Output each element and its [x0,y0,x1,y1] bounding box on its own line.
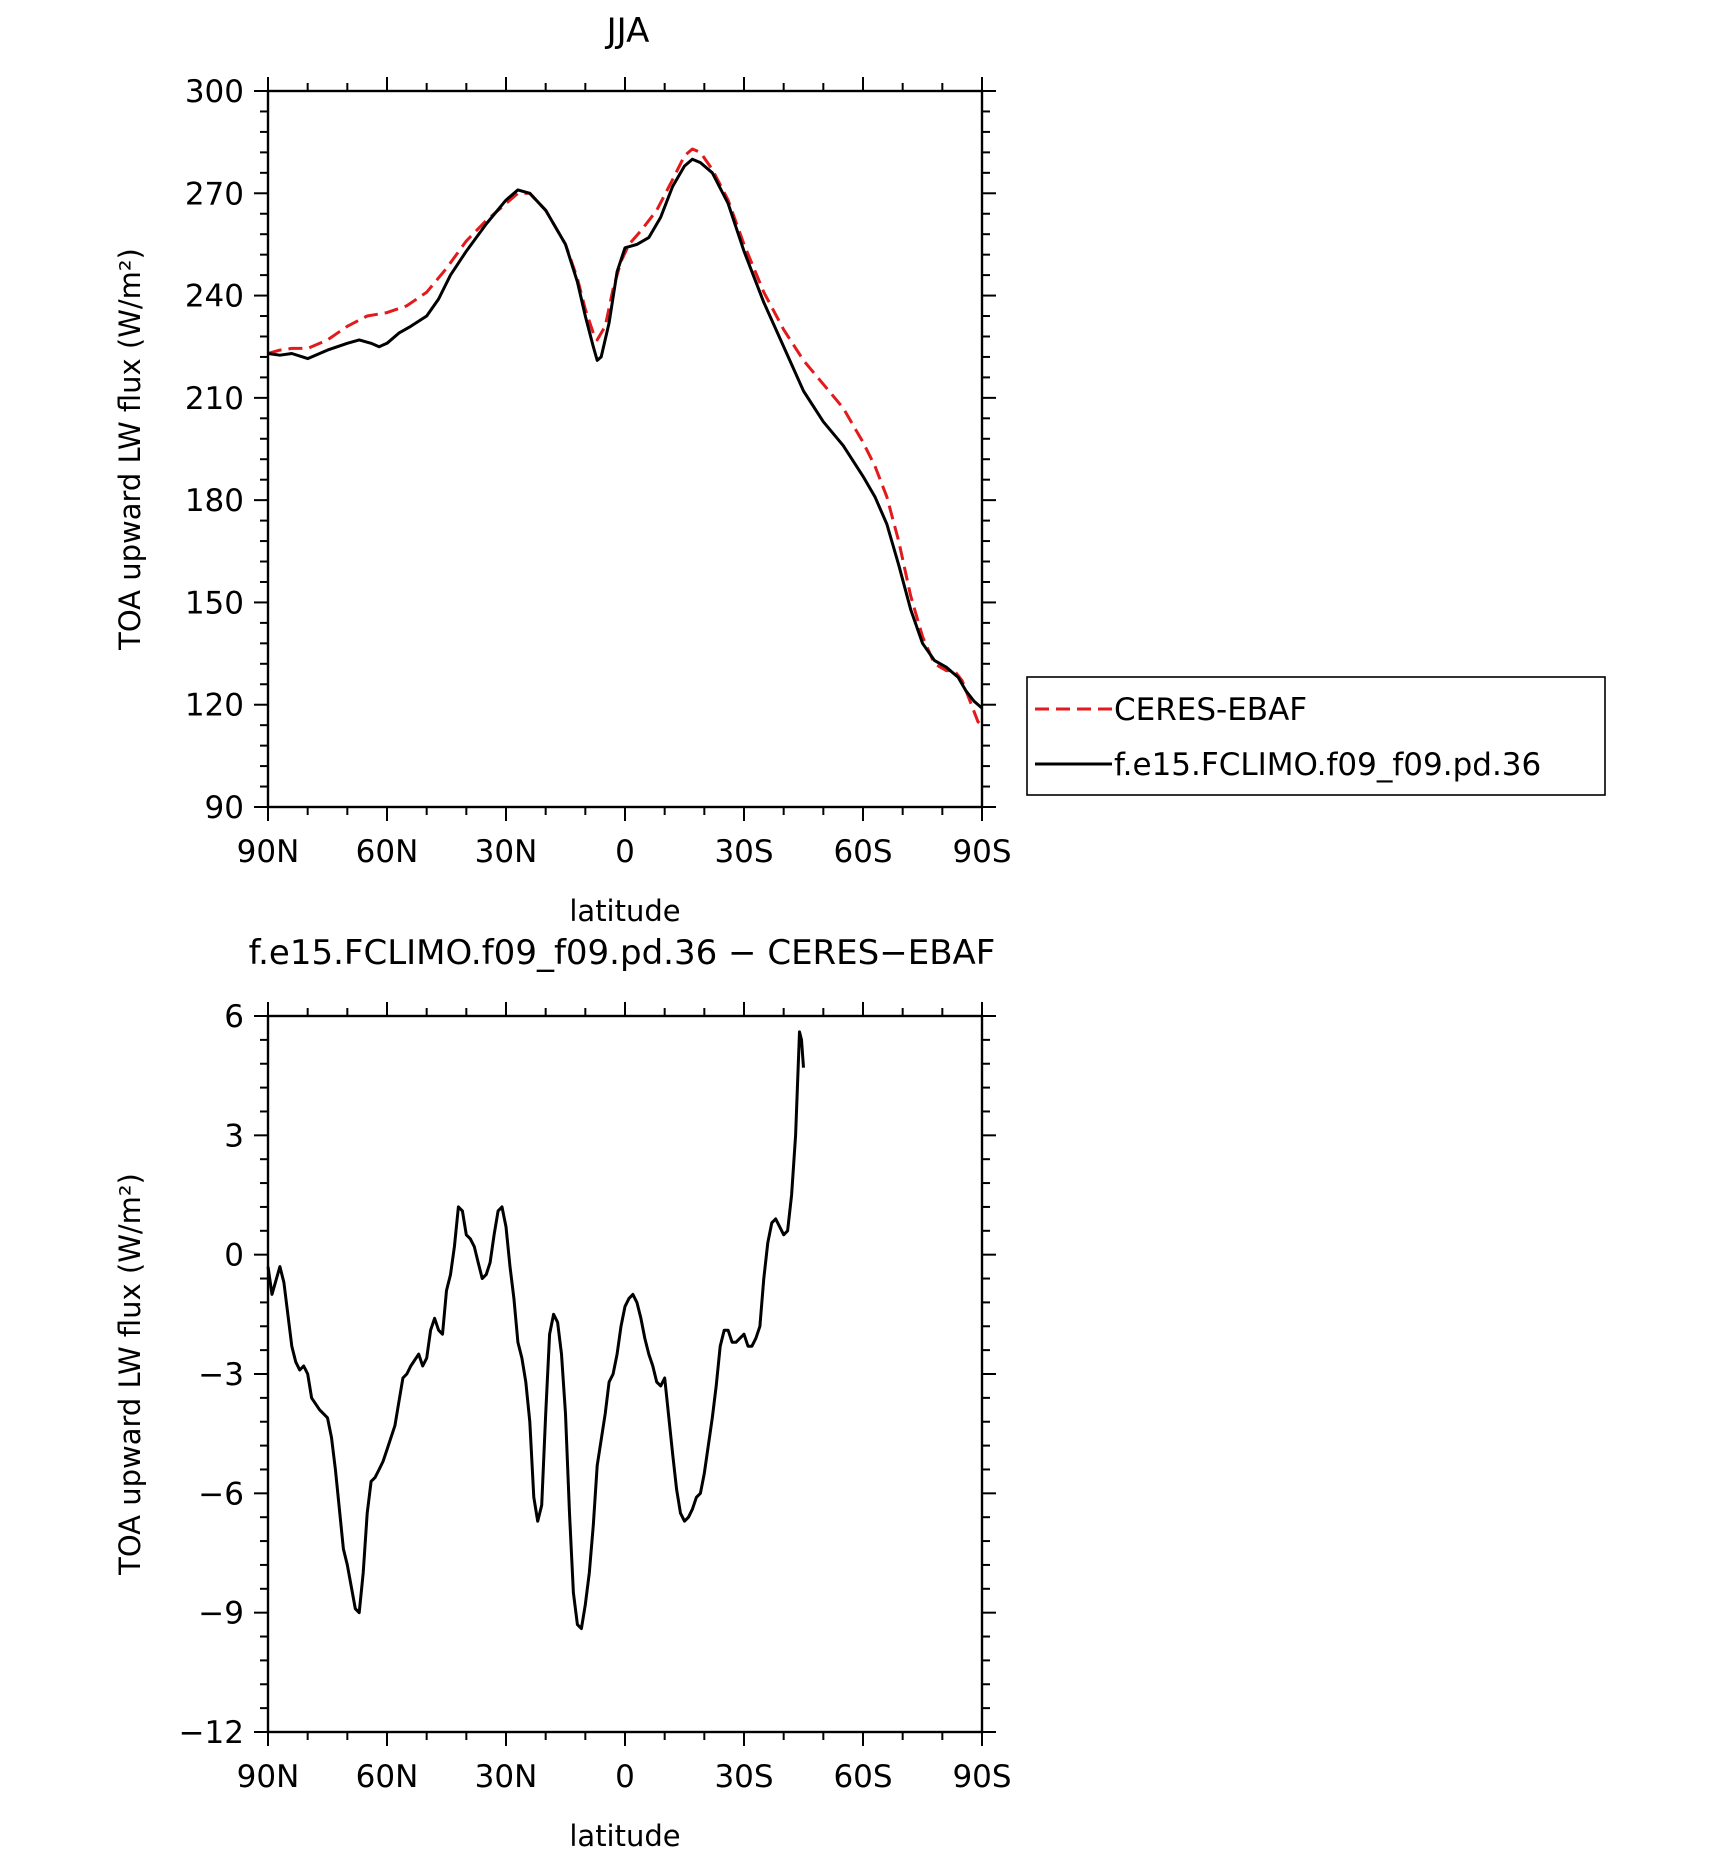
bottom-y-axis-label: TOA upward LW flux (W/m²) [113,1173,147,1576]
top-x-tick-label: 30N [475,834,538,870]
top-y-tick-label: 210 [185,381,244,417]
bottom-y-tick-label: −9 [198,1596,244,1632]
top-panel: JJA 90N 60N 30N 0 30S 60S 90S 90 120 150 180 210 240… [113,11,1606,928]
top-y-tick-label: 90 [205,790,244,826]
top-y-tick-label: 120 [185,688,244,724]
top-plot-frame [266,89,984,809]
top-y-tick-label: 300 [185,74,244,110]
legend-box [1026,676,1606,796]
top-y-tick-label: 150 [185,585,244,621]
bottom-panel: f.e15.FCLIMO.f09_f09.pd.36 − CERES−EBAF … [113,933,1012,1850]
top-tick-labels: 90N 60N 30N 0 30S 60S 90S 90 120 150 180 210 240 270 3… [185,74,1012,870]
top-y-tick-label: 270 [185,176,244,212]
bottom-x-axis-label: latitude [569,1819,680,1850]
bottom-series-line-difference [266,1030,805,1631]
top-x-tick-label: 90S [952,834,1011,870]
bottom-tick-labels: 90N 60N 30N 0 30S 60S 90S −12 −9 −6 −3 0 3 6 [179,999,1012,1795]
legend: CERES-EBAF f.e15.FCLIMO.f09_f09.pd.36 [1026,676,1606,796]
bottom-y-tick-label: 0 [224,1238,244,1274]
top-x-axis-label: latitude [569,894,680,928]
bottom-y-tick-label: −6 [198,1476,244,1512]
bottom-chart-title: f.e15.FCLIMO.f09_f09.pd.36 − CERES−EBAF [249,933,996,973]
top-x-tick-label: 90N [237,834,300,870]
bottom-series-layer [266,1030,805,1631]
bottom-y-tick-label: −3 [198,1357,244,1393]
top-x-tick-label: 60S [833,834,892,870]
top-series-line-f-e15-fclimo-f09-f09-pd-36 [267,157,983,710]
top-x-tick-label: 0 [615,834,635,870]
bottom-x-tick-label: 90S [952,1759,1011,1795]
bottom-axes-ticks [254,1002,996,1746]
top-x-tick-label: 60N [356,834,419,870]
top-y-tick-label: 180 [185,483,244,519]
bottom-x-tick-label: 60N [356,1759,419,1795]
top-x-tick-label: 30S [714,834,773,870]
top-series-layer [267,147,983,727]
bottom-x-tick-label: 30S [714,1759,773,1795]
bottom-x-tick-label: 90N [237,1759,300,1795]
bottom-x-tick-label: 60S [833,1759,892,1795]
top-series-line-ceres-ebaf [267,147,983,727]
top-y-axis-label: TOA upward LW flux (W/m²) [113,248,147,651]
bottom-y-tick-label: 6 [224,999,244,1035]
bottom-plot-frame [266,1014,984,1734]
top-axes-ticks [254,77,996,821]
top-chart-title: JJA [605,11,650,51]
bottom-x-tick-label: 0 [615,1759,635,1795]
top-y-tick-label: 240 [185,279,244,315]
legend-label-model: f.e15.FCLIMO.f09_f09.pd.36 [1114,747,1541,783]
bottom-x-tick-label: 30N [475,1759,538,1795]
legend-label-ceres: CERES-EBAF [1114,692,1307,728]
bottom-y-tick-label: 3 [224,1118,244,1154]
bottom-y-tick-label: −12 [179,1715,244,1751]
